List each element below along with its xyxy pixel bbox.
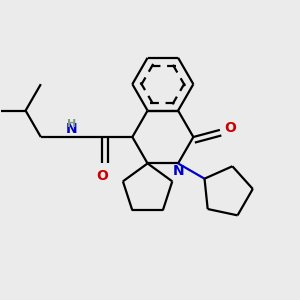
Text: O: O [96, 169, 108, 183]
Text: O: O [225, 121, 237, 135]
Text: H: H [67, 119, 76, 129]
Text: N: N [65, 122, 77, 136]
Text: N: N [172, 164, 184, 178]
